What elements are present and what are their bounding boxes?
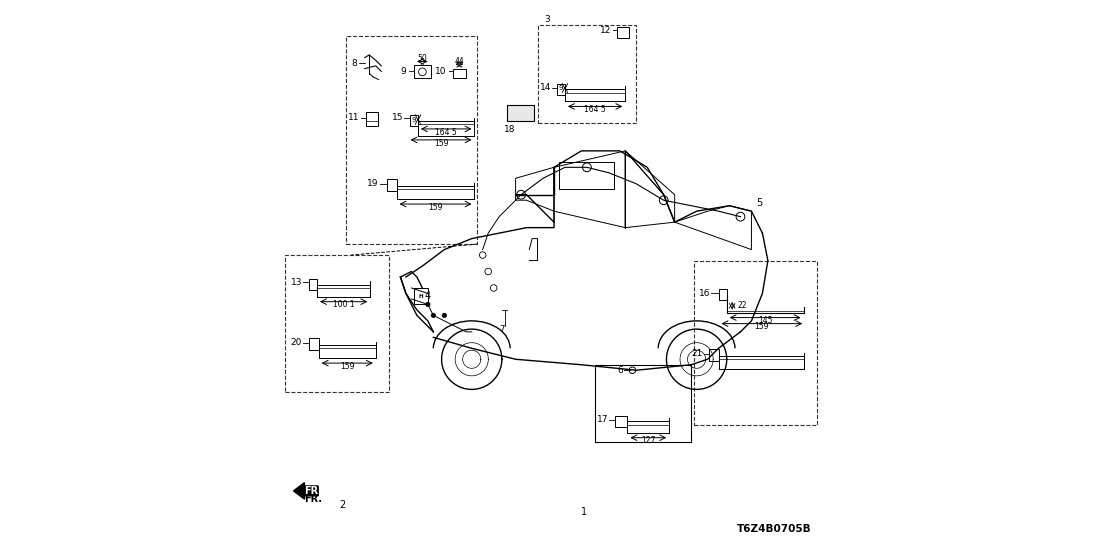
- Text: 145: 145: [758, 316, 772, 325]
- Text: H: H: [419, 294, 423, 299]
- Text: 9: 9: [400, 67, 406, 76]
- FancyArrow shape: [294, 483, 318, 499]
- Text: 44: 44: [454, 57, 464, 66]
- Bar: [414, 288, 428, 304]
- Text: 9: 9: [411, 116, 416, 122]
- Text: 159: 159: [429, 203, 443, 212]
- Bar: [617, 27, 629, 38]
- Text: 9: 9: [558, 85, 563, 91]
- Text: 19: 19: [367, 179, 379, 188]
- Bar: [537, 25, 636, 124]
- Bar: [507, 105, 534, 121]
- Text: 159: 159: [340, 362, 355, 371]
- Text: 16: 16: [699, 289, 710, 298]
- Text: FR.: FR.: [304, 494, 321, 504]
- Text: 5: 5: [757, 198, 762, 208]
- Text: 18: 18: [504, 125, 515, 134]
- Bar: [709, 350, 719, 361]
- Text: 6: 6: [617, 366, 623, 375]
- Text: 21: 21: [691, 349, 702, 358]
- Bar: [560, 162, 614, 189]
- Text: 3: 3: [544, 15, 551, 24]
- Text: 159: 159: [433, 138, 449, 148]
- Bar: [452, 69, 466, 79]
- Bar: [367, 112, 379, 126]
- Bar: [346, 35, 478, 244]
- Text: 164 5: 164 5: [435, 128, 456, 137]
- Bar: [615, 416, 627, 427]
- Text: 13: 13: [290, 278, 302, 287]
- Circle shape: [431, 313, 435, 317]
- Text: 4: 4: [424, 291, 431, 301]
- Text: 7: 7: [500, 325, 504, 334]
- Text: 2: 2: [340, 500, 346, 510]
- Bar: [285, 255, 390, 392]
- Text: 17: 17: [596, 415, 608, 424]
- Text: 14: 14: [540, 83, 551, 93]
- Text: 12: 12: [601, 25, 612, 35]
- Bar: [718, 289, 727, 300]
- Text: 1: 1: [581, 507, 587, 517]
- Bar: [595, 365, 691, 442]
- Text: 164 5: 164 5: [584, 105, 606, 114]
- Text: 22: 22: [738, 301, 747, 310]
- Text: FR.: FR.: [304, 486, 321, 496]
- Text: 10: 10: [434, 67, 447, 76]
- Text: 11: 11: [348, 114, 360, 122]
- Circle shape: [442, 313, 447, 317]
- Bar: [410, 115, 418, 126]
- Text: 127: 127: [642, 437, 656, 445]
- Bar: [694, 260, 818, 425]
- Text: 100 1: 100 1: [334, 300, 355, 310]
- Text: 8: 8: [351, 59, 357, 68]
- Text: 50: 50: [418, 54, 428, 63]
- Bar: [414, 65, 431, 79]
- Text: T6Z4B0705B: T6Z4B0705B: [737, 524, 812, 534]
- Bar: [309, 279, 317, 290]
- Bar: [556, 84, 565, 95]
- Text: 15: 15: [392, 114, 403, 122]
- Bar: [387, 179, 397, 192]
- Text: 20: 20: [290, 338, 301, 347]
- Circle shape: [425, 302, 430, 306]
- Text: 159: 159: [755, 322, 769, 331]
- Bar: [309, 338, 319, 351]
